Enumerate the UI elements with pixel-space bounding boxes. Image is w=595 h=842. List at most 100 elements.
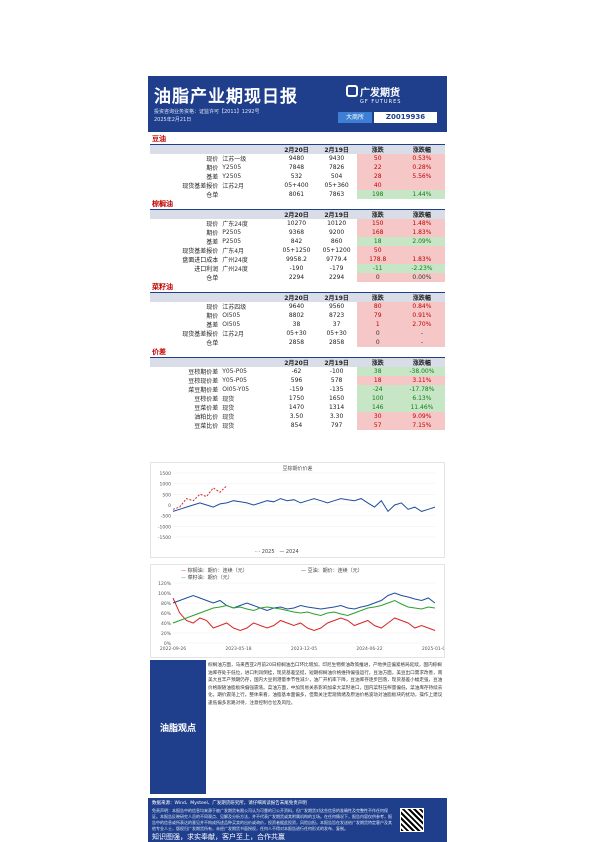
cell-label: 基差 [206, 322, 219, 329]
cell-pct [398, 181, 445, 190]
table-row: 仓单 2858 2858 0- [150, 338, 445, 347]
cell-label: 豆棕期价差 [188, 369, 219, 376]
opinion-label: 油脂观点 [150, 660, 206, 794]
cell-d1: 38 [292, 321, 301, 328]
cell-spec [220, 273, 276, 282]
cell-spec: 现货 [222, 405, 235, 412]
y-tick-label: 0% [164, 641, 172, 647]
cell-chg: 0 [356, 273, 399, 282]
column-header: 2月20日 [276, 209, 317, 219]
table-row: 期价 Y2505 7848 7826 22 0.28% [150, 163, 445, 172]
y-tick-label: 60% [161, 611, 172, 617]
logo-cn: 广发期货 [360, 88, 400, 99]
table-row: 豆菜价差 现货 1470 1314 146 11.46% [150, 403, 445, 412]
cell-spec: P2505 [222, 238, 242, 245]
cell-pct: 5.56% [398, 172, 445, 181]
section-title-palm: 棕榈油 [150, 199, 445, 210]
cell-pct: 1.83% [398, 255, 445, 264]
cell-pct: 2.70% [398, 320, 445, 329]
cell-pct: 1.48% [398, 219, 445, 228]
series-line-1 [172, 592, 436, 612]
cell-label: 现价 [206, 304, 219, 311]
cell-d1: -190 [289, 265, 304, 272]
cell-d0: 3.30 [329, 413, 344, 420]
cell-label: 期价 [206, 165, 219, 172]
cell-label: 豆棕现价差 [188, 378, 219, 385]
cell-d0: 7863 [328, 191, 345, 198]
cell-label: 进口利润 [194, 266, 219, 273]
table-row: 基差 Y2505 532 504 28 5.56% [150, 172, 445, 181]
exchange-label: 大商所 [338, 112, 372, 123]
cell-d0: 7826 [328, 164, 345, 171]
legend-rape-label: 菜籽油：期价（元） [187, 575, 233, 581]
cell-d0: 578 [330, 377, 343, 384]
cell-pct: 0.00% [398, 273, 445, 282]
spread-chart-legend: - - 2025 — 2024 [255, 549, 299, 555]
cell-d0: 05+1200 [322, 247, 351, 254]
cell-chg: 30 [356, 412, 399, 421]
cell-chg: -11 [356, 264, 399, 273]
cell-d1: 3.50 [289, 413, 304, 420]
table-row: 豆棕现价差 Y05-P05 596 578 18 3.11% [150, 376, 445, 385]
table-header-row: 2月20日 2月19日 涨跌 涨跌幅 [150, 357, 445, 367]
section-name: 价差 [150, 347, 445, 358]
cell-pct: 11.46% [398, 403, 445, 412]
cell-spec: 江苏2月 [222, 331, 245, 338]
legend-palm-label: 棕榈油：期价：连续（元） [187, 568, 248, 574]
cell-spec: OI505 [222, 321, 241, 328]
cell-chg: 57 [356, 421, 399, 430]
table-row: 期价 OI505 8802 8723 79 0.91% [150, 311, 445, 320]
cell-chg: 146 [356, 403, 399, 412]
cell-d0: -179 [329, 265, 344, 272]
cell-d0: 05+360 [324, 182, 349, 189]
series-line-2 [172, 599, 436, 624]
table-row: 仓单 8061 7863 198 1.44% [150, 190, 445, 199]
company-logo: 广发期货 GF FUTURES [360, 84, 401, 105]
cell-chg: 0 [356, 338, 399, 347]
cell-d1: 8061 [288, 191, 305, 198]
cell-label: 油粕比价 [194, 414, 219, 421]
cell-d1: 8802 [288, 312, 305, 319]
cell-pct: 1.44% [398, 190, 445, 199]
cell-pct: - [398, 329, 445, 338]
cell-spec: Y2505 [222, 164, 242, 171]
cell-d0: -100 [329, 368, 344, 375]
cell-pct: 0.28% [398, 163, 445, 172]
legend-soy-label: 豆油：期价：连续（元） [307, 568, 363, 574]
x-tick-label: 2023-05-18 [225, 646, 251, 652]
table-row: 期价 P2505 9368 9200 168 1.83% [150, 228, 445, 237]
cell-spec: Y05-P05 [222, 377, 247, 384]
table-row: 菜豆期价差 OI05-Y05 -159 -135 -24 -17.78% [150, 385, 445, 394]
cell-pct: 6.13% [398, 394, 445, 403]
column-header: 涨跌 [356, 292, 399, 302]
cell-d0: 1650 [328, 395, 345, 402]
x-tick-label: 2022-09-26 [160, 646, 186, 652]
x-tick-label: 2024-06-22 [356, 646, 382, 652]
y-tick-label: 0 [168, 503, 171, 509]
y-tick-label: 40% [161, 621, 172, 627]
cell-d0: 9200 [328, 229, 345, 236]
cell-d0: 8723 [328, 312, 345, 319]
series-line-0 [172, 597, 436, 632]
table-row: 现价 广东24度 10270 10120 150 1.48% [150, 219, 445, 228]
cell-d0: 2858 [328, 339, 345, 346]
cell-d0: 797 [330, 422, 343, 429]
cell-spec: Y2505 [222, 173, 242, 180]
cell-label: 基差 [206, 239, 219, 246]
report-header: 油脂产业期现日报 广发期货 GF FUTURES 投资咨询业务资格：证监许可【2… [148, 76, 447, 132]
section-name: 豆油 [150, 134, 445, 145]
cell-spec [220, 190, 276, 199]
price-table: 豆油 2月20日 2月19日 涨跌 涨跌幅 现价 江苏一级 9480 9430 50 0.53% 期价… [150, 134, 445, 430]
cell-spec: 广州24度 [222, 257, 248, 264]
cell-d1: 05+400 [284, 182, 309, 189]
cell-chg: 28 [356, 172, 399, 181]
cell-pct: 2.09% [398, 237, 445, 246]
report-date: 2025年2月21日 [154, 117, 192, 123]
cell-spec: 江苏一级 [222, 156, 247, 163]
gf-logo-icon [346, 85, 358, 97]
cell-chg: 178.8 [356, 255, 399, 264]
opinion-text: 棕榈油方面，马来西亚2月前20日棕榈油出口环比增加，印尼生物柴油政策推进，产地供… [208, 663, 443, 706]
cell-d1: 854 [290, 422, 303, 429]
cell-d1: 9368 [288, 229, 305, 236]
table-header-row: 2月20日 2月19日 涨跌 涨跌幅 [150, 144, 445, 154]
